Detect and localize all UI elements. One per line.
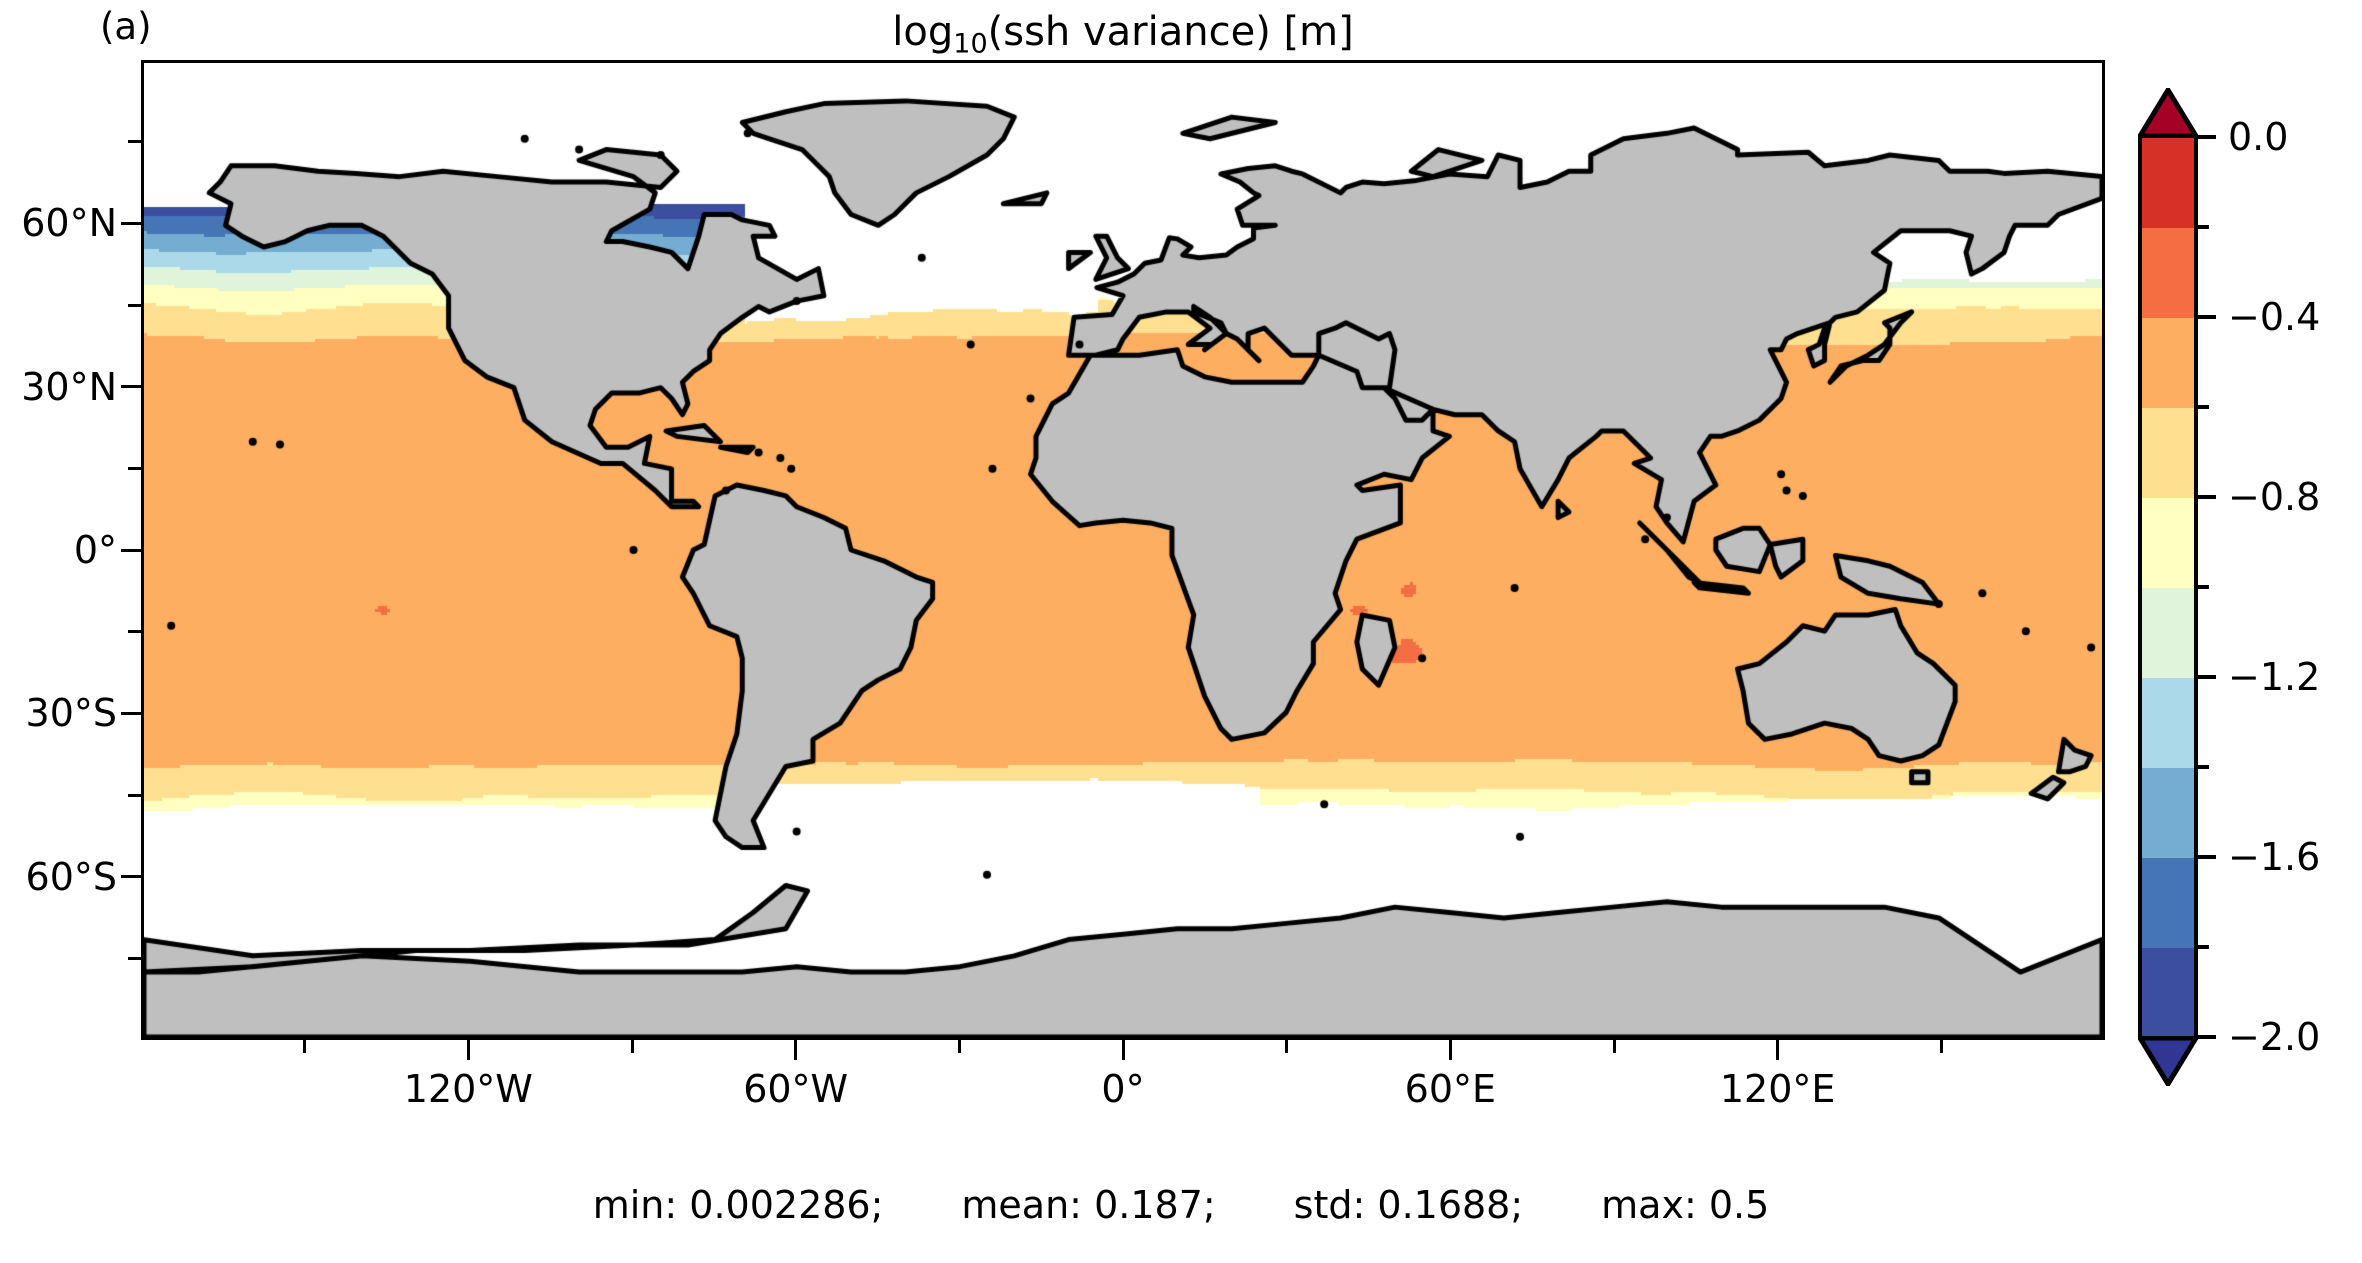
stat-mean-value: 0.187; xyxy=(1094,1183,1216,1227)
y-tick-major xyxy=(121,385,141,389)
x-tick-major xyxy=(1448,1040,1452,1060)
colorbar-tick-minor xyxy=(2198,945,2209,949)
y-tick-minor xyxy=(128,793,141,797)
colorbar-tick-minor xyxy=(2198,225,2209,229)
y-tick-major xyxy=(121,875,141,879)
x-tick-label: 60°W xyxy=(743,1067,849,1111)
colorbar-tick xyxy=(2198,495,2216,499)
stat-max-label: max: xyxy=(1601,1183,1697,1227)
y-tick-minor xyxy=(128,140,141,144)
colorbar-segment xyxy=(2138,407,2198,498)
y-tick-major xyxy=(121,548,141,552)
colorbar-tick xyxy=(2198,315,2216,319)
x-tick-major xyxy=(466,1040,470,1060)
colorbar-tick-label: −1.6 xyxy=(2228,835,2321,879)
colorbar-segment xyxy=(2138,497,2198,588)
colorbar-segment xyxy=(2138,767,2198,858)
y-tick-label: 30°N xyxy=(21,364,117,409)
x-tick-minor xyxy=(630,1040,634,1053)
colorbar-segment xyxy=(2138,137,2198,228)
map-axes[interactable] xyxy=(141,60,2105,1040)
colorbar-tick-label: 0.0 xyxy=(2228,115,2289,159)
y-tick-label: 60°N xyxy=(21,201,117,246)
x-tick-major xyxy=(1121,1040,1125,1060)
colorbar-gradient xyxy=(2138,137,2198,1038)
stat-std-value: 0.1688; xyxy=(1377,1183,1524,1227)
colorbar-tick xyxy=(2198,855,2216,859)
colorbar-tick-minor xyxy=(2198,405,2209,409)
x-tick-minor xyxy=(1939,1040,1943,1053)
title-subscript: 10 xyxy=(953,28,988,60)
y-tick-major xyxy=(121,221,141,225)
colorbar-segment xyxy=(2138,857,2198,948)
colorbar-segment xyxy=(2138,317,2198,408)
x-tick-minor xyxy=(303,1040,307,1053)
y-tick-minor xyxy=(128,956,141,960)
x-tick-minor xyxy=(1285,1040,1289,1053)
colorbar-tick-minor xyxy=(2198,585,2209,589)
stat-std-label: std: xyxy=(1293,1183,1366,1227)
stat-mean-label: mean: xyxy=(961,1183,1082,1227)
colorbar-tick-label: −0.8 xyxy=(2228,475,2321,519)
plot-title: log10(ssh variance) [m] xyxy=(140,12,2106,58)
colorbar-over-arrow-icon xyxy=(2138,88,2198,138)
stat-min-value: 0.002286; xyxy=(689,1183,884,1227)
x-tick-minor xyxy=(1612,1040,1616,1053)
colorbar-tick-label: −2.0 xyxy=(2228,1015,2321,1059)
y-tick-label: 0° xyxy=(73,528,117,572)
colorbar-tick xyxy=(2198,675,2216,679)
colorbar-segment xyxy=(2138,227,2198,318)
colorbar-tick xyxy=(2198,1035,2216,1039)
x-tick-label: 0° xyxy=(1101,1067,1145,1111)
colorbar-tick-minor xyxy=(2198,765,2209,769)
colorbar-segment xyxy=(2138,587,2198,678)
x-tick-label: 60°E xyxy=(1404,1067,1497,1111)
y-tick-label: 60°S xyxy=(25,854,117,899)
panel-label: (a) xyxy=(100,5,152,48)
ssh-variance-heatmap xyxy=(144,63,2102,1037)
x-tick-label: 120°W xyxy=(403,1067,533,1111)
colorbar-segment xyxy=(2138,677,2198,768)
y-tick-minor xyxy=(128,303,141,307)
colorbar-tick xyxy=(2198,135,2216,139)
x-tick-major xyxy=(794,1040,798,1060)
stat-max-value: 0.5 xyxy=(1708,1183,1770,1227)
stat-min-label: min: xyxy=(592,1183,678,1227)
title-prefix: log xyxy=(892,9,954,55)
colorbar-tick-label: −1.2 xyxy=(2228,655,2321,699)
y-tick-label: 30°S xyxy=(25,691,117,736)
colorbar-segment xyxy=(2138,947,2198,1038)
title-rest: (ssh variance) [m] xyxy=(987,9,1354,55)
statistics-line: min: 0.002286; mean: 0.187; std: 0.1688; ma… xyxy=(0,1186,2362,1224)
x-tick-major xyxy=(1776,1040,1780,1060)
x-tick-label: 120°E xyxy=(1719,1067,1836,1111)
y-tick-minor xyxy=(128,466,141,470)
colorbar-under-arrow-icon xyxy=(2138,1036,2198,1086)
x-tick-minor xyxy=(957,1040,961,1053)
colorbar-tick-label: −0.4 xyxy=(2228,295,2321,339)
y-tick-minor xyxy=(128,630,141,634)
y-tick-major xyxy=(121,711,141,715)
